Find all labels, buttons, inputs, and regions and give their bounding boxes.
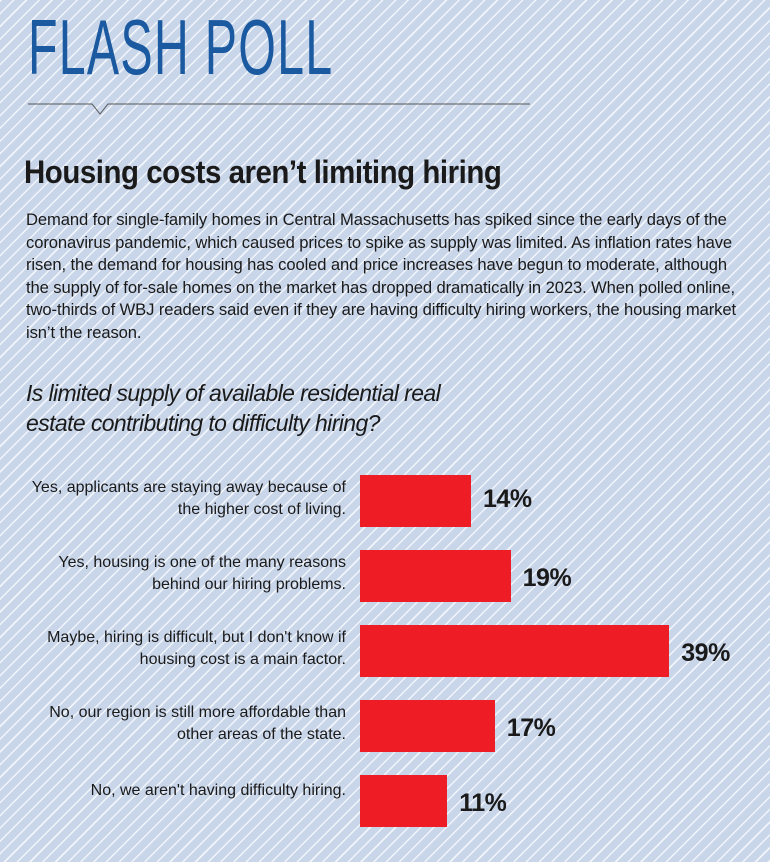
chart-title: Is limited supply of available residenti… (26, 380, 441, 436)
category-label: Yes, applicants are staying away because… (31, 479, 346, 518)
value-label: 39% (681, 639, 730, 667)
body-text: Demand for single-family homes in Centra… (26, 210, 737, 342)
category-label: Maybe, hiring is difficult, but I don't … (47, 629, 346, 668)
value-label: 11% (459, 789, 507, 817)
value-label: 19% (522, 564, 572, 592)
headline: Housing costs aren’t limiting hiring (24, 154, 502, 190)
kicker: FLASH POLL (28, 3, 334, 91)
header-rule (28, 103, 530, 115)
bar (360, 625, 670, 677)
category-label: No, our region is still more affordable … (49, 704, 346, 743)
value-label: 14% (483, 485, 532, 513)
bar (360, 700, 495, 752)
category-label: No, we aren't having difficulty hiring. (90, 782, 346, 799)
bar (360, 775, 448, 827)
value-label: 17% (506, 714, 556, 742)
bar (360, 475, 472, 527)
bar (360, 550, 511, 602)
category-label: Yes, housing is one of the many reasons … (58, 554, 346, 593)
